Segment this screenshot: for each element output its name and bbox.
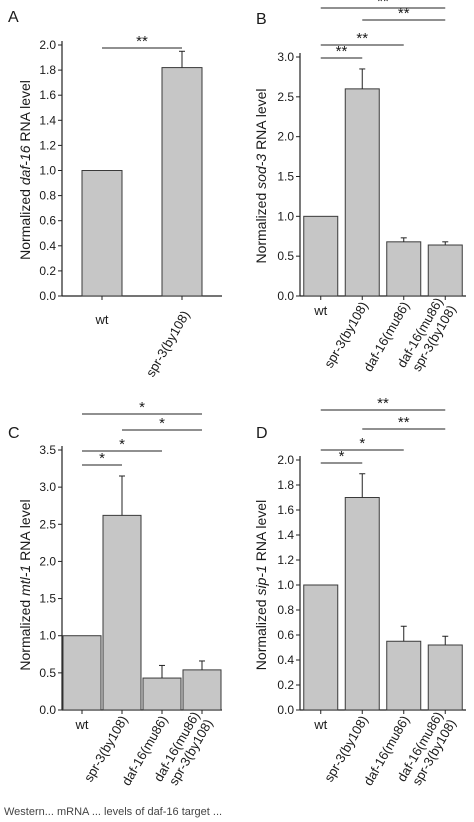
y-tick-label: 2.5 — [39, 517, 56, 531]
y-tick-label: 2.0 — [277, 130, 294, 144]
significance-label: * — [339, 448, 345, 465]
significance-label: * — [359, 435, 365, 452]
bar-c-2 — [142, 677, 182, 711]
panel-letter: C — [8, 425, 20, 442]
y-tick-label: 0.5 — [277, 249, 294, 263]
bar-b-3 — [427, 244, 463, 297]
y-axis-label: Normalized sip-1 RNA level — [253, 500, 269, 670]
significance-label: * — [119, 436, 125, 453]
significance-label: * — [99, 450, 105, 467]
bar-b-1 — [344, 88, 380, 297]
y-tick-label: 0.0 — [277, 289, 294, 303]
y-tick-label: 0.4 — [277, 653, 294, 667]
x-tick-label: wt — [95, 312, 109, 327]
bar-c-1 — [102, 514, 142, 711]
y-tick-label: 1.4 — [277, 528, 294, 542]
y-tick-label: 0.4 — [39, 239, 56, 253]
y-tick-label: 1.0 — [277, 209, 294, 223]
y-tick-label: 1.5 — [39, 592, 56, 606]
y-tick-label: 1.5 — [277, 170, 294, 184]
panel-a: A 0.0 0.2 0.4 0.6 0.8 1.0 1.2 1.4 1.6 1.8 2.0 Normal… — [8, 9, 222, 379]
bar-b-0 — [303, 215, 339, 297]
y-tick-label: 2.0 — [277, 453, 294, 467]
significance-label: ** — [398, 5, 410, 22]
y-tick-label: 1.0 — [277, 578, 294, 592]
significance-label: ** — [136, 33, 148, 50]
y-tick-label: 1.4 — [39, 113, 56, 127]
y-tick-label: 3.5 — [39, 443, 56, 457]
y-tick-label: 1.0 — [39, 164, 56, 178]
bar-d-3 — [427, 644, 463, 711]
figure-caption: Western... mRNA ... levels of daf-16 tar… — [4, 806, 223, 818]
bar-d-2 — [386, 640, 422, 711]
x-tick-label: wt — [313, 717, 327, 732]
y-tick-label: 2.5 — [277, 90, 294, 104]
y-tick-label: 1.2 — [39, 138, 56, 152]
panel-c: C 0.0 0.5 1.0 1.5 2.0 2.5 3.0 3.5 Normalized mtl-… — [8, 399, 222, 788]
y-tick-label: 0.0 — [39, 289, 56, 303]
bar-c-3 — [182, 669, 222, 711]
panel-letter: A — [8, 9, 19, 26]
y-tick-label: 2.0 — [39, 38, 56, 52]
x-tick-label: spr-3(by108) — [143, 308, 193, 379]
y-tick-label: 1.8 — [39, 63, 56, 77]
y-tick-label: 0.8 — [39, 189, 56, 203]
bar-c-0 — [62, 635, 102, 711]
bar-a-0 — [81, 170, 123, 297]
y-tick-label: 0.6 — [277, 628, 294, 642]
x-tick-label: wt — [313, 303, 327, 318]
y-tick-label: 1.0 — [39, 629, 56, 643]
y-tick-label: 3.0 — [277, 50, 294, 64]
y-tick-label: 0.2 — [39, 264, 56, 278]
panel-b: B 0.0 0.5 1.0 1.5 2.0 2.5 3.0 Normalized sod-3 R… — [253, 0, 466, 374]
significance-label: ** — [356, 30, 368, 47]
panel-letter: D — [256, 425, 268, 442]
bar-d-1 — [344, 497, 380, 711]
y-tick-label: 1.6 — [277, 503, 294, 517]
significance-label: ** — [377, 0, 389, 10]
y-tick-label: 0.6 — [39, 214, 56, 228]
y-tick-label: 0.0 — [277, 703, 294, 717]
significance-label: ** — [336, 43, 348, 60]
y-tick-label: 0.5 — [39, 666, 56, 680]
y-tick-label: 2.0 — [39, 554, 56, 568]
y-tick-label: 0.2 — [277, 678, 294, 692]
significance-label: ** — [377, 395, 389, 412]
significance-label: * — [159, 415, 165, 432]
y-tick-label: 1.8 — [277, 478, 294, 492]
y-tick-label: 0.0 — [39, 703, 56, 717]
significance-label: ** — [398, 414, 410, 431]
bar-d-0 — [303, 584, 339, 711]
y-axis-label: Normalized mtl-1 RNA level — [17, 499, 33, 670]
y-tick-label: 1.6 — [39, 88, 56, 102]
x-tick-label: wt — [75, 717, 89, 732]
panel-d: D 0.0 0.2 0.4 0.6 0.8 1.0 1.2 1.4 1.6 1.8 2.0 Normal… — [253, 395, 466, 788]
significance-label: * — [139, 399, 145, 416]
bar-a-1 — [161, 67, 203, 297]
y-tick-label: 3.0 — [39, 480, 56, 494]
panel-letter: B — [256, 11, 267, 28]
bar-b-2 — [386, 241, 422, 297]
y-axis-label: Normalized sod-3 RNA level — [253, 88, 269, 263]
y-tick-label: 1.2 — [277, 553, 294, 567]
y-tick-label: 0.8 — [277, 603, 294, 617]
y-axis-label: Normalized daf-16 RNA level — [17, 80, 33, 260]
